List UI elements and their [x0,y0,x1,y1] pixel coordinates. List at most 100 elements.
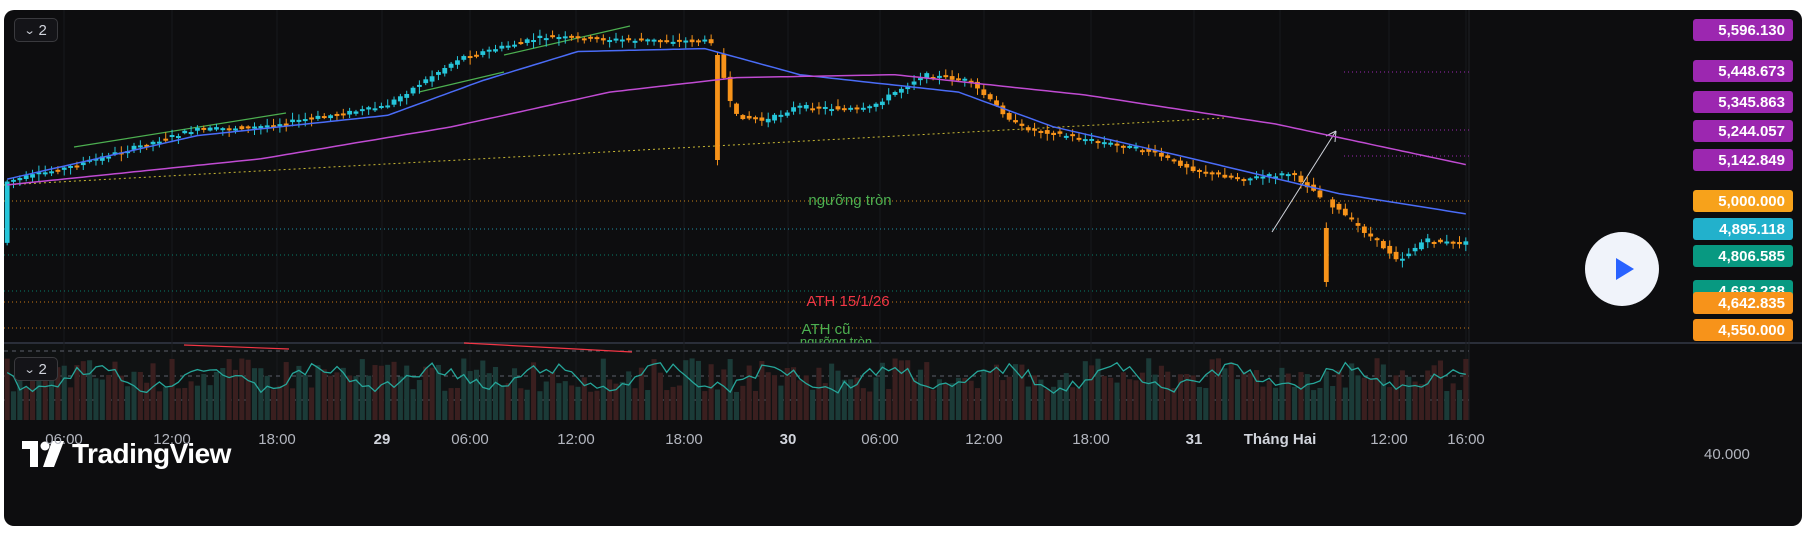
volume-bar [829,363,835,420]
volume-bar [1304,374,1310,420]
candle-body [1444,241,1450,244]
candle-body [575,36,581,39]
candle-body [144,144,150,147]
candle-body [1266,174,1272,177]
candle-body [746,115,752,119]
volume-bar [1190,375,1196,420]
candle-body [626,38,632,41]
candle-body [42,172,48,175]
volume-bar [600,358,606,420]
candle-body [759,117,765,121]
volume-bar [1317,387,1323,420]
tradingview-logo[interactable]: TradingView [22,438,231,470]
candle-body [1387,245,1393,254]
volume-bar [708,364,714,420]
volume-bar [524,389,530,420]
candle-body [68,165,74,168]
volume-bar [347,375,353,420]
play-button[interactable] [1585,232,1659,306]
volume-bar [791,367,797,420]
chevron-down-icon: ⌄ [23,363,36,376]
candle-body [1190,166,1196,172]
volume-bar [1203,388,1209,420]
candle-body [677,39,682,42]
candle-body [493,49,498,52]
volume-bar [949,383,955,420]
volume-bar [810,389,816,420]
candle-body [765,118,771,123]
volume-bar [1076,388,1082,420]
volume-bar [182,387,188,420]
candle-body [956,78,961,81]
volume-bar [765,372,771,420]
candle-body [347,110,353,115]
play-icon [1615,258,1634,280]
volume-bar [334,372,340,420]
volume-bar [423,366,429,420]
candle-body [543,38,549,41]
candle-body [233,128,238,131]
candle-body [683,40,689,43]
candle-body [302,119,308,122]
candle-body [340,113,346,116]
volume-bar [61,365,67,420]
candle-body [962,78,968,81]
volume-bar [239,358,245,420]
candle-body [1273,176,1278,179]
candle-body [1139,150,1145,153]
candle-body [1051,132,1057,135]
volume-bar [917,369,923,420]
volume-bar [290,388,296,420]
candle-body [562,36,568,39]
volume-bar [4,358,10,420]
volume-bar [1368,378,1374,420]
volume-bar [1089,365,1095,420]
candle-body [1178,160,1183,166]
volume-bar [727,359,733,420]
candle-body [994,100,999,106]
volume-bar [1254,370,1260,420]
volume-bar [1342,387,1348,420]
volume-bar [385,364,391,420]
volume-bar [1406,376,1412,420]
candle-body [1171,159,1177,162]
volume-bar [87,360,93,420]
candle-body [1406,253,1412,257]
volume-bar [797,380,803,420]
volume-bar [1177,374,1183,420]
volume-bar [366,375,372,420]
x-axis-tick-label: 12:00 [557,431,595,448]
candle-body [1292,173,1298,176]
volume-bar [309,387,315,420]
candle-body [619,39,625,42]
candle-body [708,39,714,44]
volume-bar [1355,375,1361,420]
volume-bar [746,365,752,420]
x-axis-tick-label: 12:00 [965,431,1003,448]
volume-bar [23,387,29,420]
main-pane-collapse-button[interactable]: ⌄ 2 [14,18,58,42]
osc-pane-collapse-button[interactable]: ⌄ 2 [14,357,58,381]
ema-slow-line [7,73,1466,186]
volume-bar [1152,374,1158,420]
volume-bar [822,383,828,420]
candle-body [1203,171,1209,174]
uptrend-line [503,25,631,56]
volume-bar [645,390,651,420]
candle-body [1342,208,1348,216]
price-tag: 5,000.000 [1693,190,1793,212]
candle-body [1209,172,1215,175]
volume-bar [683,360,689,420]
volume-bar [1330,386,1336,420]
volume-bar [74,365,80,420]
candle-body [1013,120,1018,123]
candle-body [195,127,200,131]
volume-bar [879,362,885,420]
volume-bar [867,391,873,420]
volume-bar [359,359,365,420]
candle-body [309,117,314,120]
volume-bar [283,362,289,420]
volume-bar [1279,367,1285,420]
candle-body [1038,130,1044,133]
volume-bar [245,359,251,420]
